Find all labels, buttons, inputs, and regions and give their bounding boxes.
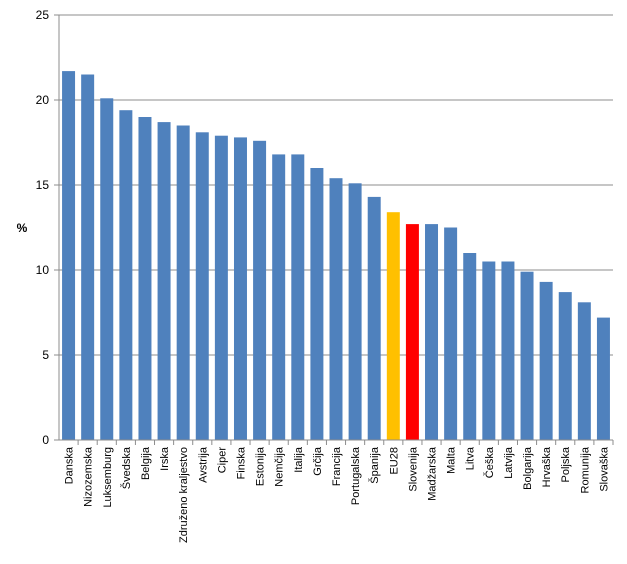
bar-grčija (310, 168, 324, 440)
bar-avstrija (195, 132, 209, 441)
bar-slovenija (405, 224, 419, 440)
bar-španija (367, 196, 381, 440)
x-category-label: Danska (64, 446, 76, 484)
bar-švedska (119, 110, 133, 440)
bar-poljska (558, 292, 572, 440)
x-category-label: Švedska (120, 446, 133, 489)
y-tick-label: 0 (42, 433, 49, 447)
y-tick-label: 5 (42, 348, 49, 362)
bar-slovaška (596, 317, 610, 440)
bar-luksemburg (100, 98, 114, 441)
x-category-label: Luksemburg (102, 447, 114, 508)
y-tick-label: 25 (36, 8, 50, 22)
x-category-label: Nemčija (274, 446, 286, 487)
x-category-label: Grčija (312, 446, 324, 476)
bar-hrvaška (539, 281, 553, 440)
y-tick-label: 10 (36, 263, 50, 277)
x-category-label: Francija (331, 446, 343, 486)
x-category-label: Nizozemska (83, 446, 95, 507)
bar-malta (444, 227, 458, 440)
bar-estonija (253, 140, 267, 441)
x-category-label: Belgija (140, 446, 152, 480)
bar-bolgarija (520, 271, 534, 440)
bar-portugalska (348, 183, 362, 441)
y-axis-label: % (17, 221, 28, 235)
x-category-label: Španija (368, 446, 381, 484)
bar-latvija (501, 261, 515, 440)
x-category-label: Irska (159, 446, 171, 471)
y-tick-labels: 0 5 10 15 20 25 (36, 8, 50, 447)
bar-ciper (214, 135, 228, 440)
bar-danska (62, 71, 76, 440)
bar-italija (291, 154, 305, 440)
x-category-label: Slovaška (598, 446, 610, 492)
bar-nizozemska (81, 74, 95, 440)
x-category-label: Avstrija (197, 446, 209, 483)
x-category-label: Malta (446, 446, 458, 474)
x-category-label: Estonija (255, 446, 267, 486)
bar-irska (157, 122, 171, 440)
x-category-label: Litva (465, 446, 477, 470)
x-category-label: Ciper (216, 447, 228, 474)
x-category-label: Latvija (503, 446, 515, 479)
x-category-label: EU28 (388, 447, 400, 475)
x-category-label: Portugalska (350, 446, 362, 505)
x-category-label: Bolgarija (522, 446, 534, 490)
x-category-label: Češka (483, 446, 496, 478)
bar-finska (233, 137, 247, 440)
x-category-labels: Danska Nizozemska Luksemburg Švedska Belgija… (64, 446, 611, 543)
x-category-label: Italija (293, 446, 305, 473)
bar-romunija (577, 302, 591, 440)
x-category-label: Združeno kraljestvo (178, 447, 190, 543)
y-tick-label: 20 (36, 93, 50, 107)
x-category-label: Hrvaška (541, 446, 553, 487)
y-tick-label: 15 (36, 178, 50, 192)
axes (54, 14, 614, 445)
x-category-label: Finska (235, 446, 247, 479)
bar-francija (329, 178, 343, 440)
bar-eu28 (386, 212, 400, 440)
bar-madžarska (425, 224, 439, 440)
x-category-label: Slovenija (407, 446, 419, 492)
bars (62, 71, 610, 441)
x-category-label: Poljska (560, 446, 572, 482)
bar-združeno-kraljestvo (176, 125, 190, 440)
bar-litva (463, 253, 477, 440)
bar-nemčija (272, 154, 286, 440)
bar-češka (482, 261, 496, 440)
x-category-label: Madžarska (427, 446, 439, 501)
x-category-label: Romunija (579, 446, 591, 493)
bar-belgija (138, 117, 152, 440)
